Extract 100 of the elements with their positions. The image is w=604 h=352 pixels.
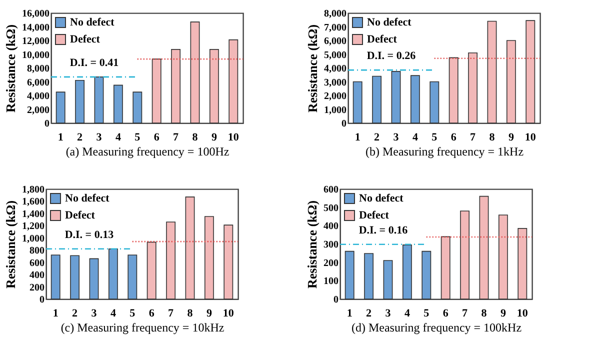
- x-tick-label: 6: [450, 132, 457, 144]
- x-tick-label: 1: [346, 308, 352, 320]
- bar: [56, 92, 66, 124]
- annotation: D.I. = 0.26: [366, 50, 416, 62]
- y-tick-label: 16,000: [22, 8, 50, 20]
- y-tick-label: 1,600: [22, 196, 44, 208]
- y-tick-label: 10,000: [22, 50, 50, 61]
- bar: [383, 260, 393, 300]
- y-tick-label: 8,000: [27, 64, 50, 74]
- bar: [70, 255, 80, 300]
- annotation: D.I. = 0.41: [70, 56, 119, 69]
- x-tick-label: 7: [173, 132, 180, 144]
- bar: [190, 22, 200, 124]
- legend-label: No defect: [359, 192, 404, 204]
- x-tick-label: 9: [500, 308, 506, 320]
- annotation: D.I. = 0.16: [358, 224, 408, 236]
- x-tick-label: 7: [470, 132, 476, 144]
- y-tick-label: 1,000: [324, 104, 346, 116]
- x-tick-label: 5: [432, 132, 438, 144]
- x-tick-label: 4: [404, 308, 410, 320]
- y-tick-label: 14,000: [22, 22, 50, 34]
- y-tick-label: 0: [44, 118, 50, 130]
- x-axis-title: (d) Measuring frequency = 100kHz: [351, 320, 522, 334]
- legend-label: No defect: [70, 16, 115, 28]
- x-tick-label: 3: [96, 132, 102, 144]
- y-tick-label: 2,000: [27, 104, 50, 116]
- x-tick-label: 6: [442, 308, 449, 320]
- x-tick-label: 2: [77, 132, 84, 144]
- y-tick-label: 600: [30, 258, 44, 269]
- y-tick-label: 2,000: [324, 91, 346, 102]
- bar: [487, 20, 497, 124]
- x-tick-label: 8: [489, 132, 496, 144]
- x-tick-label: 2: [374, 132, 380, 144]
- x-tick-label: 4: [115, 132, 122, 144]
- bar: [228, 39, 238, 124]
- x-tick-label: 4: [110, 308, 116, 320]
- y-tick-label: 100: [324, 276, 338, 288]
- x-tick-label: 10: [228, 132, 240, 144]
- y-tick-label: 200: [30, 282, 44, 294]
- y-tick-label: 8,000: [324, 8, 346, 20]
- bar: [422, 250, 432, 300]
- x-tick-label: 1: [52, 308, 58, 320]
- x-tick-label: 5: [134, 132, 141, 144]
- bar: [50, 254, 60, 300]
- legend-label: Defect: [70, 34, 100, 46]
- y-tick-label: 400: [324, 221, 338, 232]
- x-tick-label: 3: [91, 308, 98, 320]
- y-axis-title: Resistance (kΩ): [305, 24, 320, 113]
- legend-label: Defect: [367, 34, 398, 46]
- y-tick-label: 800: [30, 246, 44, 257]
- x-tick-label: 9: [206, 308, 212, 320]
- x-tick-label: 7: [168, 308, 174, 320]
- y-tick-label: 6,000: [324, 36, 346, 47]
- y-tick-label: 1,000: [22, 233, 44, 244]
- legend-label: No defect: [367, 16, 412, 28]
- bar: [364, 253, 374, 300]
- y-tick-label: 6,000: [27, 77, 50, 88]
- x-tick-label: 10: [516, 308, 528, 320]
- y-tick-label: 200: [324, 258, 338, 269]
- bar: [75, 80, 85, 124]
- legend-label: No defect: [65, 192, 110, 204]
- y-tick-label: 300: [324, 240, 338, 250]
- bar: [430, 81, 440, 124]
- bar: [372, 76, 382, 124]
- x-tick-label: 8: [481, 308, 488, 320]
- y-tick-label: 3,000: [324, 77, 346, 88]
- y-tick-label: 0: [334, 294, 338, 306]
- bar: [352, 81, 362, 124]
- bar: [146, 242, 156, 300]
- bar: [128, 254, 138, 300]
- x-tick-label: 8: [192, 132, 198, 144]
- bar: [506, 40, 516, 124]
- legend-label: Defect: [65, 210, 96, 222]
- x-tick-label: 10: [524, 132, 536, 144]
- y-tick-label: 0: [342, 118, 346, 130]
- y-axis-title: Resistance (kΩ): [304, 200, 320, 289]
- bar: [344, 250, 354, 300]
- bar: [224, 224, 234, 300]
- y-tick-label: 400: [30, 270, 44, 282]
- bar: [526, 20, 536, 124]
- x-tick-label: 3: [393, 132, 400, 144]
- x-tick-label: 9: [211, 132, 218, 144]
- bar: [94, 76, 104, 124]
- y-axis-title: Resistance (kΩ): [3, 24, 18, 113]
- bar: [204, 216, 214, 300]
- x-tick-label: 10: [222, 308, 234, 320]
- bar: [209, 49, 219, 124]
- bar: [166, 222, 176, 300]
- x-tick-label: 6: [154, 132, 160, 144]
- y-tick-label: 1,400: [22, 208, 44, 220]
- y-tick-label: 12,000: [22, 36, 50, 47]
- bar: [402, 244, 412, 300]
- bar: [460, 210, 470, 300]
- x-tick-label: 5: [424, 308, 430, 320]
- bar: [498, 214, 508, 300]
- bar: [468, 52, 478, 124]
- x-tick-label: 6: [148, 308, 155, 320]
- x-tick-label: 2: [366, 308, 372, 320]
- y-tick-label: 1,200: [22, 221, 44, 232]
- legend-label: Defect: [359, 210, 390, 222]
